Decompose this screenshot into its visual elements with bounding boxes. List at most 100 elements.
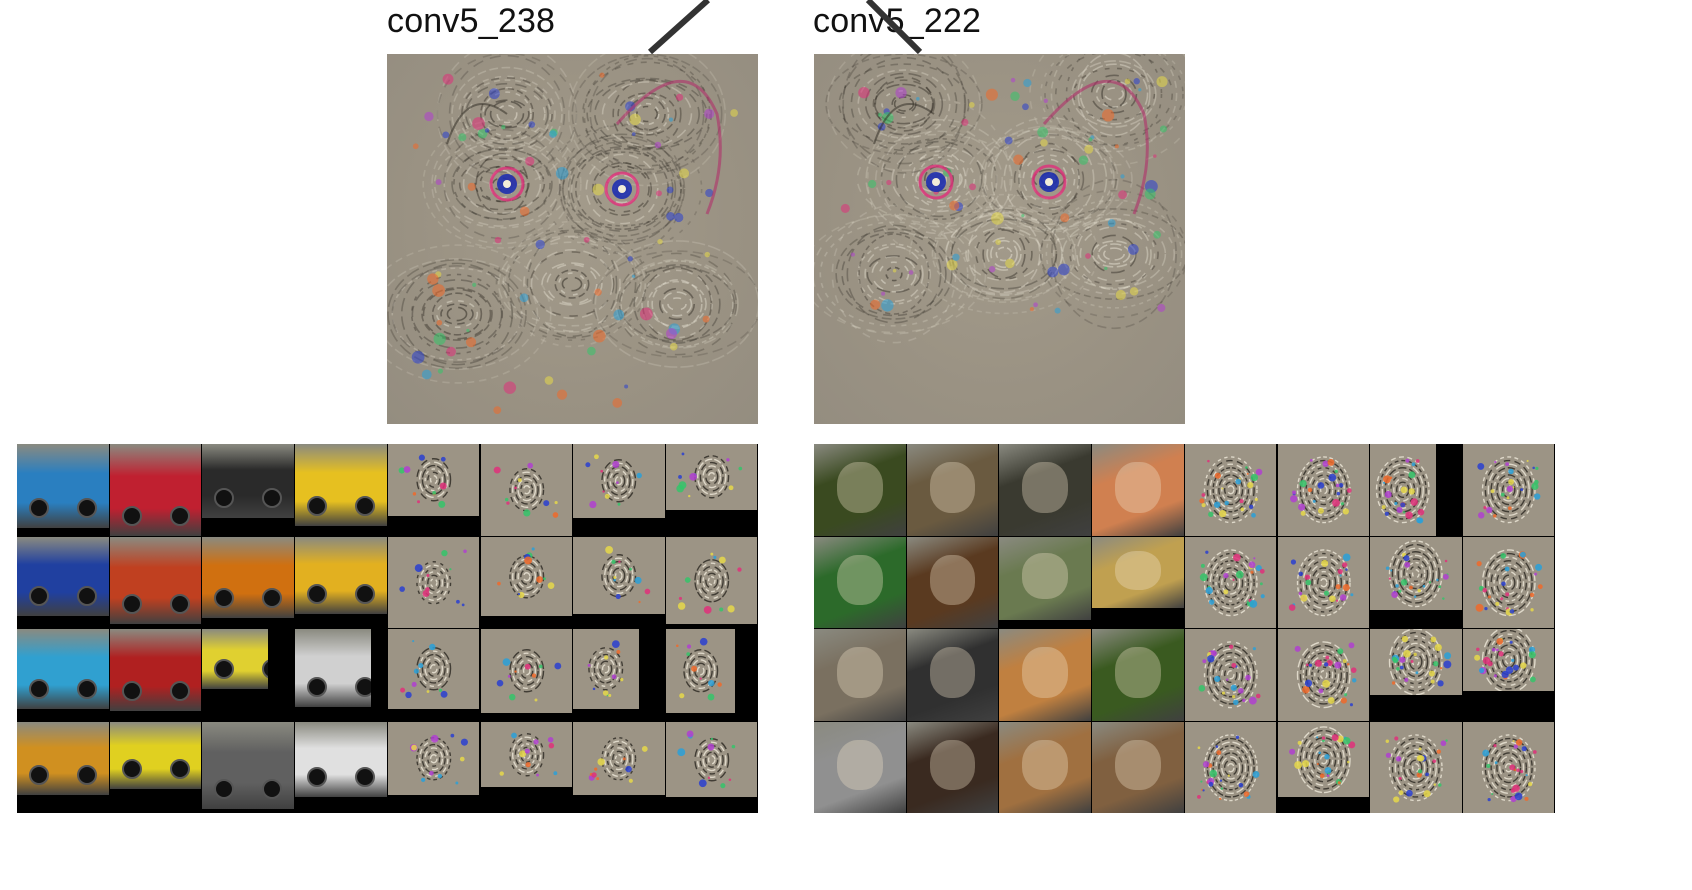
animal-face-shape	[1114, 462, 1161, 513]
wheel-shape	[121, 505, 142, 526]
wheel-shape	[355, 495, 376, 516]
deconv-patch	[665, 629, 736, 713]
animal-photo	[906, 629, 999, 721]
animal-face-shape	[1114, 550, 1161, 591]
wheel-shape	[355, 584, 376, 604]
animal-photo	[999, 444, 1091, 536]
vehicle-photo	[109, 629, 202, 711]
animal-photo	[999, 629, 1091, 721]
animal-photo	[906, 444, 999, 536]
deconv-patch	[665, 536, 758, 624]
animal-photo	[814, 629, 906, 721]
animal-face-shape	[929, 739, 976, 791]
wheel-shape	[214, 779, 235, 799]
unit-label-conv5-238: conv5_238	[387, 2, 556, 40]
vehicle-photo	[295, 629, 371, 707]
deconv-visualization-right	[814, 54, 1185, 424]
vehicle-photo	[17, 536, 109, 616]
top-activations-grid-left	[17, 444, 758, 813]
vehicle-photo	[295, 444, 387, 526]
wheel-shape	[355, 676, 371, 697]
deconv-patch	[480, 444, 572, 536]
wheel-shape	[307, 767, 328, 787]
wheel-shape	[77, 497, 97, 518]
wheel-shape	[121, 680, 142, 701]
deconv-patch	[1277, 721, 1369, 797]
wheel-shape	[214, 487, 235, 508]
wheel-shape	[307, 495, 328, 516]
wheel-shape	[77, 678, 97, 699]
deconv-patch	[1184, 721, 1277, 813]
unit-label-conv5-222: conv5_222	[813, 2, 982, 40]
vehicle-photo	[109, 536, 202, 624]
wheel-shape	[169, 594, 190, 614]
animal-photo	[814, 536, 906, 628]
vehicle-photo	[17, 629, 109, 709]
animal-face-shape	[1114, 739, 1161, 791]
wheel-shape	[77, 586, 97, 606]
deconv-patch	[1462, 444, 1555, 536]
vehicle-photo	[202, 536, 294, 618]
vehicle-photo	[295, 536, 387, 614]
deconv-patch	[573, 536, 665, 614]
vehicle-photo	[202, 629, 268, 689]
deconv-patch	[1370, 536, 1462, 610]
deconv-patch	[665, 721, 758, 797]
animal-photo	[1092, 536, 1184, 608]
animal-photo	[906, 721, 999, 813]
wheel-shape	[262, 658, 268, 679]
wheel-shape	[214, 588, 235, 608]
deconv-patch	[1462, 536, 1555, 628]
deconv-patch	[1277, 536, 1369, 628]
deconv-patch	[665, 444, 758, 510]
deconv-patch	[480, 721, 572, 787]
wheel-shape	[262, 588, 283, 608]
animal-face-shape	[836, 647, 883, 698]
wheel-shape	[29, 765, 49, 785]
wheel-shape	[169, 680, 190, 701]
wheel-shape	[307, 584, 328, 604]
vehicle-photo	[17, 721, 109, 795]
animal-face-shape	[929, 462, 976, 513]
deconv-patch	[387, 721, 480, 795]
animal-photo	[1092, 629, 1184, 721]
deconv-patch	[1184, 536, 1277, 628]
animal-photo	[814, 721, 906, 813]
animal-face-shape	[836, 462, 883, 513]
animal-face-shape	[836, 554, 883, 606]
deconv-patch	[1184, 629, 1277, 721]
wheel-shape	[29, 497, 49, 518]
animal-face-shape	[1022, 553, 1069, 600]
deconv-patch	[1277, 444, 1369, 536]
animal-photo	[906, 536, 999, 628]
deconv-patch	[573, 721, 665, 795]
deconv-patch	[1184, 444, 1277, 536]
deconv-patch	[1462, 629, 1555, 691]
wheel-shape	[307, 676, 328, 697]
wheel-shape	[214, 658, 235, 679]
animal-face-shape	[1022, 462, 1069, 513]
deconv-patch	[1370, 629, 1462, 695]
deconv-patch	[1370, 444, 1436, 536]
wheel-shape	[355, 767, 376, 787]
animal-photo	[999, 721, 1091, 813]
deconv-patch	[573, 629, 639, 709]
wheel-shape	[262, 487, 283, 508]
top-activations-grid-right	[814, 444, 1555, 813]
animal-photo	[1092, 444, 1184, 536]
deconv-patch	[480, 536, 572, 616]
deconv-patch	[1277, 629, 1369, 721]
vehicle-photo	[202, 444, 294, 518]
animal-photo	[1092, 721, 1184, 813]
deconv-patch	[1370, 721, 1462, 813]
connector-line-left	[647, 0, 711, 55]
vehicle-photo	[295, 721, 387, 797]
vehicle-photo	[109, 721, 202, 789]
wheel-shape	[169, 759, 190, 779]
animal-face-shape	[929, 647, 976, 698]
vehicle-photo	[17, 444, 109, 528]
animal-face-shape	[836, 739, 883, 791]
vehicle-photo	[202, 721, 294, 809]
animal-face-shape	[929, 554, 976, 606]
deconv-patch	[480, 629, 572, 713]
